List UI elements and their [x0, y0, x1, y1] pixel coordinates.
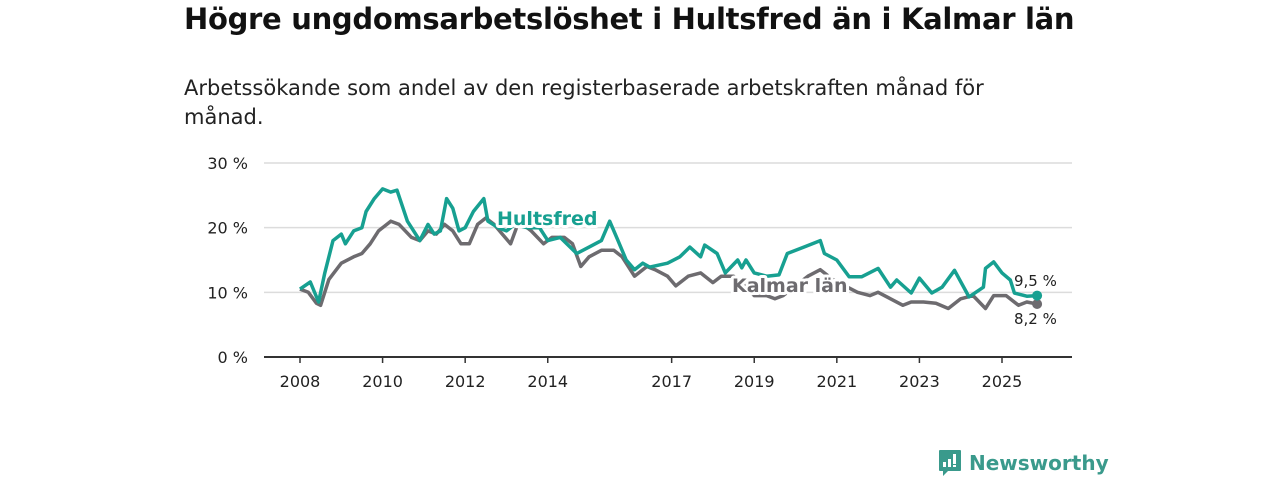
x-tick-label: 2012: [445, 372, 486, 391]
newsworthy-logo-icon: [939, 450, 961, 476]
x-tick-label: 2025: [982, 372, 1023, 391]
x-tick-label: 2023: [899, 372, 940, 391]
newsworthy-logo: Newsworthy: [938, 449, 1109, 477]
brand-name: Newsworthy: [969, 451, 1109, 475]
end-value-label-kalmar-lan: 8,2 %: [1014, 310, 1057, 328]
series-label-hultsfred: Hultsfred: [497, 208, 597, 230]
end-point-marker: [1032, 298, 1043, 309]
end-value-label-hultsfred: 9,5 %: [1014, 272, 1057, 290]
chart-title: Högre ungdomsarbetslöshet i Hultsfred än…: [184, 2, 1075, 36]
chart-subtitle: Arbetssökande som andel av den registerb…: [184, 76, 984, 129]
x-tick-label: 2008: [280, 372, 321, 391]
x-tick-label: 2017: [651, 372, 692, 391]
series-label-kalmar-lan: Kalmar län: [732, 275, 848, 297]
x-tick-label: 2014: [527, 372, 568, 391]
x-tick-label: 2010: [362, 372, 403, 391]
y-tick-label: 20 %: [207, 219, 248, 238]
y-tick-label: 0 %: [218, 348, 248, 367]
x-tick-label: 2021: [816, 372, 857, 391]
end-point-marker: [1032, 290, 1043, 301]
y-tick-label: 10 %: [207, 283, 248, 302]
series-line-kalmar-lan: [299, 216, 1038, 311]
series-line-hultsfred: [299, 187, 1038, 304]
x-tick-label: 2019: [734, 372, 775, 391]
y-tick-label: 30 %: [207, 154, 248, 173]
